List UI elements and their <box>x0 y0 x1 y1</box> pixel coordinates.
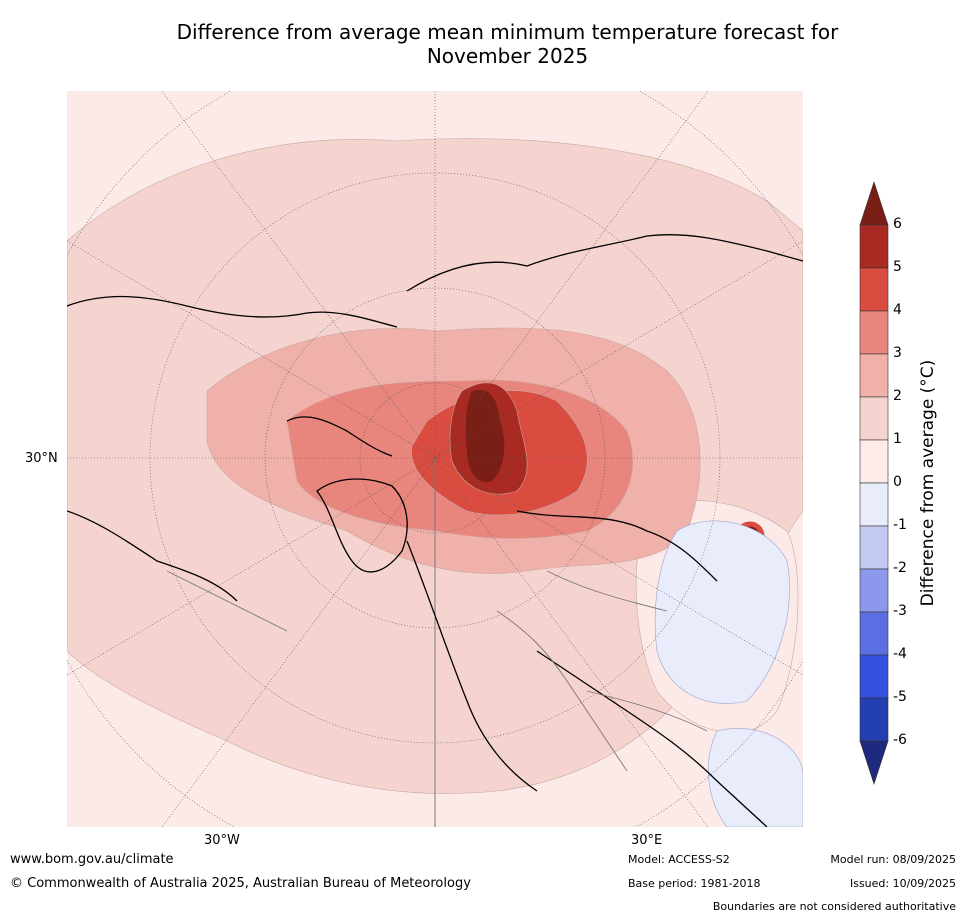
colorbar-tick-label: 4 <box>893 302 902 318</box>
footer-copyright: © Commonwealth of Australia 2025, Austra… <box>10 876 471 891</box>
coastlines <box>67 234 803 827</box>
anomaly-above-6-region <box>465 389 505 482</box>
colorbar: 6 5 4 3 2 1 0 -1 -2 -3 -4 -5 -6 <box>840 180 965 785</box>
chart-title: Difference from average mean minimum tem… <box>60 20 955 68</box>
colorbar-tick-label: 1 <box>893 431 902 447</box>
colorbar-tick-label: 5 <box>893 259 902 275</box>
colorbar-tick-label: -4 <box>893 646 907 662</box>
colorbar-cell <box>859 482 889 527</box>
title-line-1: Difference from average mean minimum tem… <box>176 20 839 44</box>
country-boundaries <box>166 570 708 772</box>
colorbar-cell <box>859 396 889 441</box>
colorbar-tick-label: -6 <box>893 732 907 748</box>
colorbar-tick-label: -5 <box>893 689 907 705</box>
colorbar-tick-label: -1 <box>893 517 907 533</box>
colorbar-cell <box>859 654 889 699</box>
lon-label-30w: 30°W <box>204 833 240 848</box>
colorbar-tick-label: 6 <box>893 216 902 232</box>
footer-url[interactable]: www.bom.gov.au/climate <box>10 852 174 867</box>
footer-model: Model: ACCESS-S2 <box>628 853 730 866</box>
footer-model-run: Model run: 08/09/2025 <box>830 853 956 866</box>
colorbar-cell <box>859 611 889 656</box>
anomaly-negative-region <box>654 520 790 704</box>
colorbar-cell <box>859 310 889 355</box>
map-canvas <box>67 91 803 827</box>
colorbar-tick-label: 0 <box>893 474 902 490</box>
colorbar-axis-label: Difference from average (°C) <box>918 359 938 607</box>
colorbar-cell <box>859 439 889 484</box>
colorbar-cell <box>859 224 889 269</box>
lon-label-30e: 30°E <box>631 833 663 848</box>
colorbar-tick-label: 2 <box>893 388 902 404</box>
colorbar-cell <box>859 697 889 742</box>
footer-issued: Issued: 10/09/2025 <box>849 877 956 890</box>
title-line-2: November 2025 <box>426 44 589 68</box>
colorbar-cell <box>859 525 889 570</box>
colorbar-cell <box>859 353 889 398</box>
colorbar-svg <box>859 181 889 785</box>
footer-base-period: Base period: 1981-2018 <box>628 877 761 890</box>
lat-label-30n: 30°N <box>25 451 58 466</box>
colorbar-tick-label: -3 <box>893 603 907 619</box>
footer-boundaries-note: Boundaries are not considered authoritat… <box>712 900 956 913</box>
colorbar-cell <box>859 267 889 312</box>
polar-map[interactable] <box>67 91 803 827</box>
anomaly-negative-region-south <box>708 728 803 827</box>
colorbar-extend-upper <box>859 181 889 226</box>
colorbar-extend-lower <box>859 740 889 785</box>
colorbar-cell <box>859 568 889 613</box>
colorbar-tick-label: -2 <box>893 560 907 576</box>
colorbar-tick-label: 3 <box>893 345 902 361</box>
